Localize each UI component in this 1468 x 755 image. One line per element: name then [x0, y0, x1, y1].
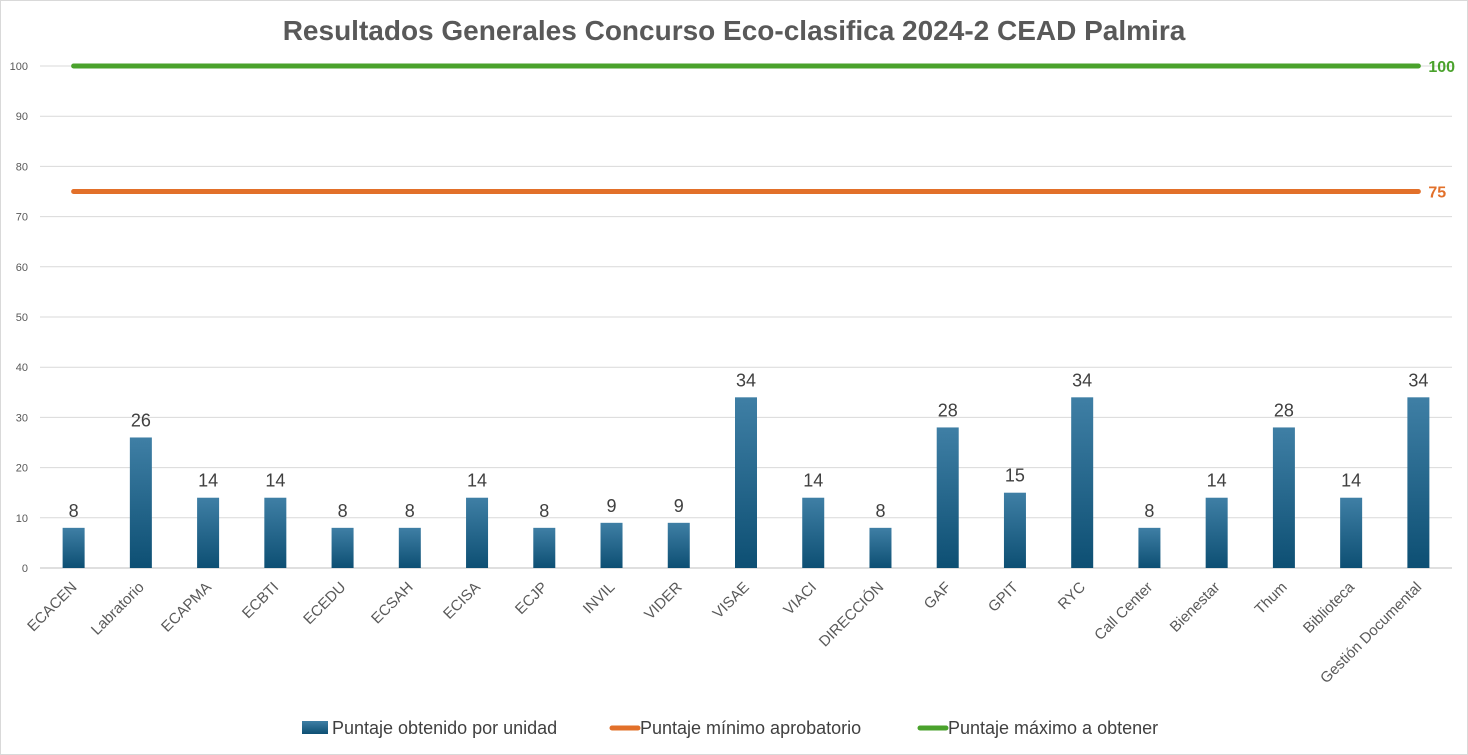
bar	[533, 527, 556, 568]
data-label: 28	[938, 400, 958, 420]
bar	[129, 437, 152, 568]
bar	[197, 497, 220, 568]
bar	[1003, 492, 1026, 568]
bar	[466, 497, 489, 568]
bar	[667, 522, 690, 568]
data-label: 14	[198, 471, 218, 491]
line-end-label: 100	[1428, 59, 1455, 76]
data-label: 8	[875, 501, 885, 521]
bar	[735, 397, 757, 568]
bar	[264, 497, 287, 568]
y-tick-label: 100	[10, 61, 28, 73]
y-tick-label: 0	[22, 563, 28, 575]
data-label: 8	[69, 501, 79, 521]
data-label: 14	[467, 471, 487, 491]
line-end-label: 75	[1428, 185, 1446, 202]
y-tick-label: 10	[16, 513, 28, 525]
data-label: 15	[1005, 466, 1025, 486]
chart-title: Resultados Generales Concurso Eco-clasif…	[283, 15, 1186, 46]
bar	[62, 527, 85, 568]
data-label: 34	[736, 370, 756, 390]
y-tick-label: 50	[16, 312, 28, 324]
bar	[600, 522, 623, 568]
data-label: 28	[1274, 400, 1294, 420]
y-tick-label: 90	[16, 111, 28, 123]
bar	[936, 427, 959, 568]
data-label: 14	[1341, 471, 1361, 491]
data-label: 8	[539, 501, 549, 521]
legend-label: Puntaje obtenido por unidad	[332, 718, 557, 738]
y-tick-label: 60	[16, 262, 28, 274]
legend-label: Puntaje máximo a obtener	[948, 718, 1158, 738]
data-label: 9	[674, 496, 684, 516]
data-label: 26	[131, 410, 151, 430]
bar	[1340, 497, 1363, 568]
legend-label: Puntaje mínimo aprobatorio	[640, 718, 861, 738]
data-label: 14	[1207, 471, 1227, 491]
y-tick-label: 40	[16, 362, 28, 374]
y-tick-label: 30	[16, 412, 28, 424]
bar	[1138, 527, 1161, 568]
bar	[802, 497, 825, 568]
bar	[1272, 427, 1295, 568]
data-label: 8	[1144, 501, 1154, 521]
y-tick-label: 70	[16, 212, 28, 224]
data-label: 34	[1408, 370, 1428, 390]
bar	[1407, 397, 1430, 568]
bar	[331, 527, 354, 568]
data-label: 8	[405, 501, 415, 521]
bar	[869, 527, 892, 568]
data-label: 14	[265, 471, 285, 491]
data-label: 14	[803, 471, 823, 491]
bar	[1071, 397, 1094, 568]
data-label: 9	[607, 496, 617, 516]
legend-swatch	[302, 721, 328, 734]
y-tick-label: 80	[16, 161, 28, 173]
data-label: 34	[1072, 370, 1092, 390]
bar	[398, 527, 421, 568]
y-tick-label: 20	[16, 463, 28, 475]
bar	[1205, 497, 1228, 568]
data-label: 8	[338, 501, 348, 521]
